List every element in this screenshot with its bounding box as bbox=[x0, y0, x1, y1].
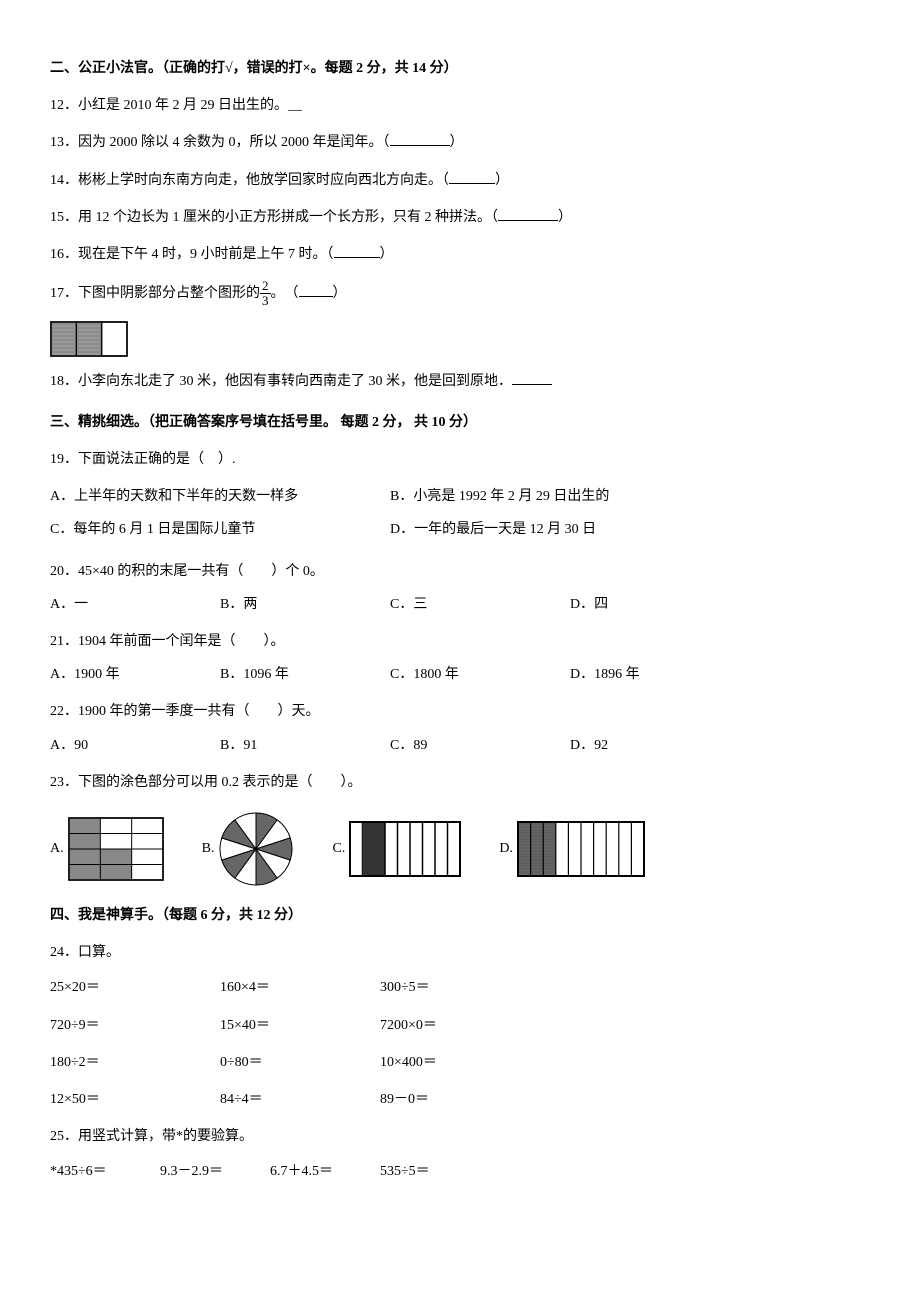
q24: 24．口算。 25×20＝160×4＝300÷5＝ 720÷9＝15×40＝720… bbox=[50, 940, 870, 1112]
q24-cell: 84÷4＝ bbox=[220, 1087, 380, 1112]
q22-opt-d: D．92 bbox=[570, 733, 740, 758]
q23-label-a: A. bbox=[50, 836, 64, 861]
q20-opt-a: A．一 bbox=[50, 592, 220, 617]
q23-label-d: D. bbox=[499, 836, 513, 861]
q19-opt-a: A．上半年的天数和下半年的天数一样多 bbox=[50, 484, 390, 509]
q25-stem: 25．用竖式计算，带*的要验算。 bbox=[50, 1124, 870, 1149]
q25-row: *435÷6＝9.3－2.9＝6.7＋4.5＝535÷5＝ bbox=[50, 1159, 870, 1184]
q25-item: 6.7＋4.5＝ bbox=[270, 1159, 380, 1184]
q13-post: ） bbox=[450, 135, 464, 150]
q18-blank bbox=[512, 371, 552, 385]
q24-cell: 12×50＝ bbox=[50, 1087, 220, 1112]
q23-diagram-d bbox=[517, 821, 645, 877]
q23-opt-d-wrap: D. bbox=[499, 821, 645, 877]
q22-opt-b: B．91 bbox=[220, 733, 390, 758]
q25: 25．用竖式计算，带*的要验算。 *435÷6＝9.3－2.9＝6.7＋4.5＝… bbox=[50, 1124, 870, 1184]
q24-cell: 160×4＝ bbox=[220, 975, 380, 1000]
q13: 13．因为 2000 除以 4 余数为 0，所以 2000 年是闰年。（ ） bbox=[50, 130, 870, 155]
q16-post: ） bbox=[380, 247, 394, 262]
q22-stem: 22．1900 年的第一季度一共有（ ）天。 bbox=[50, 699, 870, 724]
q22: 22．1900 年的第一季度一共有（ ）天。 A．90 B．91 C．89 D．… bbox=[50, 699, 870, 757]
q21-opt-b: B．1096 年 bbox=[220, 662, 390, 687]
q24-cell: 180÷2＝ bbox=[50, 1050, 220, 1075]
q20-opt-d: D．四 bbox=[570, 592, 740, 617]
q15-blank bbox=[498, 207, 558, 221]
q20-opt-b: B．两 bbox=[220, 592, 390, 617]
q17-blank bbox=[299, 283, 333, 297]
q12-text: 12．小红是 2010 年 2 月 29 日出生的。__ bbox=[50, 98, 302, 113]
q24-cell: 89－0＝ bbox=[380, 1087, 540, 1112]
q25-item: 9.3－2.9＝ bbox=[160, 1159, 270, 1184]
section4-header: 四、我是神算手。（每题 6 分，共 12 分） bbox=[50, 903, 870, 928]
section2-header: 二、公正小法官。（正确的打√，错误的打×。每题 2 分，共 14 分） bbox=[50, 56, 870, 81]
q23-opt-a-wrap: A. bbox=[50, 817, 164, 881]
q24-stem: 24．口算。 bbox=[50, 940, 870, 965]
q16: 16．现在是下午 4 时，9 小时前是上午 7 时。（ ） bbox=[50, 242, 870, 267]
q23-diagram-c bbox=[349, 821, 461, 877]
q18: 18．小李向东北走了 30 米，他因有事转向西南走了 30 米，他是回到原地． bbox=[50, 369, 870, 394]
q17-post: ） bbox=[333, 286, 347, 301]
q23-opt-b-wrap: B. bbox=[202, 811, 295, 887]
q17-mid: 。 （ bbox=[271, 286, 299, 301]
q25-item: 535÷5＝ bbox=[380, 1159, 490, 1184]
q17-frac-den: 3 bbox=[260, 294, 271, 308]
q19: 19．下面说法正确的是（ ）. A．上半年的天数和下半年的天数一样多 B．小亮是… bbox=[50, 447, 870, 547]
q21: 21．1904 年前面一个闰年是（ ）。 A．1900 年 B．1096 年 C… bbox=[50, 629, 870, 687]
q14-post: ） bbox=[495, 173, 509, 188]
q22-opt-c: C．89 bbox=[390, 733, 570, 758]
q24-cell: 10×400＝ bbox=[380, 1050, 540, 1075]
q21-opt-d: D．1896 年 bbox=[570, 662, 740, 687]
q24-cell: 7200×0＝ bbox=[380, 1013, 540, 1038]
q23-diagram-a bbox=[68, 817, 164, 881]
q19-opt-c: C．每年的 6 月 1 日是国际儿童节 bbox=[50, 517, 390, 542]
q19-stem: 19．下面说法正确的是（ ）. bbox=[50, 447, 870, 472]
section3-header: 三、精挑细选。（把正确答案序号填在括号里。 每题 2 分， 共 10 分） bbox=[50, 410, 870, 435]
q14-blank bbox=[449, 170, 495, 184]
q20-opt-c: C．三 bbox=[390, 592, 570, 617]
q20-stem: 20．45×40 的积的末尾一共有（ ）个 0。 bbox=[50, 559, 870, 584]
q23-diagram-b bbox=[218, 811, 294, 887]
q16-blank bbox=[334, 244, 380, 258]
q16-pre: 16．现在是下午 4 时，9 小时前是上午 7 时。（ bbox=[50, 247, 334, 262]
q20: 20．45×40 的积的末尾一共有（ ）个 0。 A．一 B．两 C．三 D．四 bbox=[50, 559, 870, 617]
q21-stem: 21．1904 年前面一个闰年是（ ）。 bbox=[50, 629, 870, 654]
q24-grid: 25×20＝160×4＝300÷5＝ 720÷9＝15×40＝7200×0＝ 180… bbox=[50, 975, 870, 1112]
q24-cell: 15×40＝ bbox=[220, 1013, 380, 1038]
q19-opt-d: D．一年的最后一天是 12 月 30 日 bbox=[390, 517, 730, 542]
q17-svg bbox=[50, 321, 128, 357]
q25-item: *435÷6＝ bbox=[50, 1159, 160, 1184]
q17-frac-num: 2 bbox=[260, 279, 271, 294]
q17: 17．下图中阴影部分占整个图形的23。 （ ） bbox=[50, 279, 870, 309]
q19-opt-b: B．小亮是 1992 年 2 月 29 日出生的 bbox=[390, 484, 730, 509]
q18-pre: 18．小李向东北走了 30 米，他因有事转向西南走了 30 米，他是回到原地． bbox=[50, 374, 512, 389]
q21-opt-c: C．1800 年 bbox=[390, 662, 570, 687]
q17-diagram bbox=[50, 321, 870, 357]
q24-cell: 300÷5＝ bbox=[380, 975, 540, 1000]
q14-pre: 14．彬彬上学时向东南方向走，他放学回家时应向西北方向走。（ bbox=[50, 173, 449, 188]
q23-label-b: B. bbox=[202, 836, 215, 861]
q23: 23．下图的涂色部分可以用 0.2 表示的是（ ）。 A. B. C. D. bbox=[50, 770, 870, 887]
q13-pre: 13．因为 2000 除以 4 余数为 0，所以 2000 年是闰年。（ bbox=[50, 135, 390, 150]
q23-opt-c-wrap: C. bbox=[332, 821, 461, 877]
q17-fraction: 23 bbox=[260, 279, 271, 309]
q15-pre: 15．用 12 个边长为 1 厘米的小正方形拼成一个长方形，只有 2 种拼法。（ bbox=[50, 210, 498, 225]
q24-cell: 0÷80＝ bbox=[220, 1050, 380, 1075]
q15: 15．用 12 个边长为 1 厘米的小正方形拼成一个长方形，只有 2 种拼法。（… bbox=[50, 205, 870, 230]
q12: 12．小红是 2010 年 2 月 29 日出生的。__ bbox=[50, 93, 870, 118]
q23-label-c: C. bbox=[332, 836, 345, 861]
q15-post: ） bbox=[558, 210, 572, 225]
q24-cell: 25×20＝ bbox=[50, 975, 220, 1000]
q23-stem: 23．下图的涂色部分可以用 0.2 表示的是（ ）。 bbox=[50, 770, 870, 795]
q13-blank bbox=[390, 132, 450, 146]
q17-pre: 17．下图中阴影部分占整个图形的 bbox=[50, 286, 260, 301]
q24-cell: 720÷9＝ bbox=[50, 1013, 220, 1038]
q22-opt-a: A．90 bbox=[50, 733, 220, 758]
q21-opt-a: A．1900 年 bbox=[50, 662, 220, 687]
q14: 14．彬彬上学时向东南方向走，他放学回家时应向西北方向走。（ ） bbox=[50, 168, 870, 193]
